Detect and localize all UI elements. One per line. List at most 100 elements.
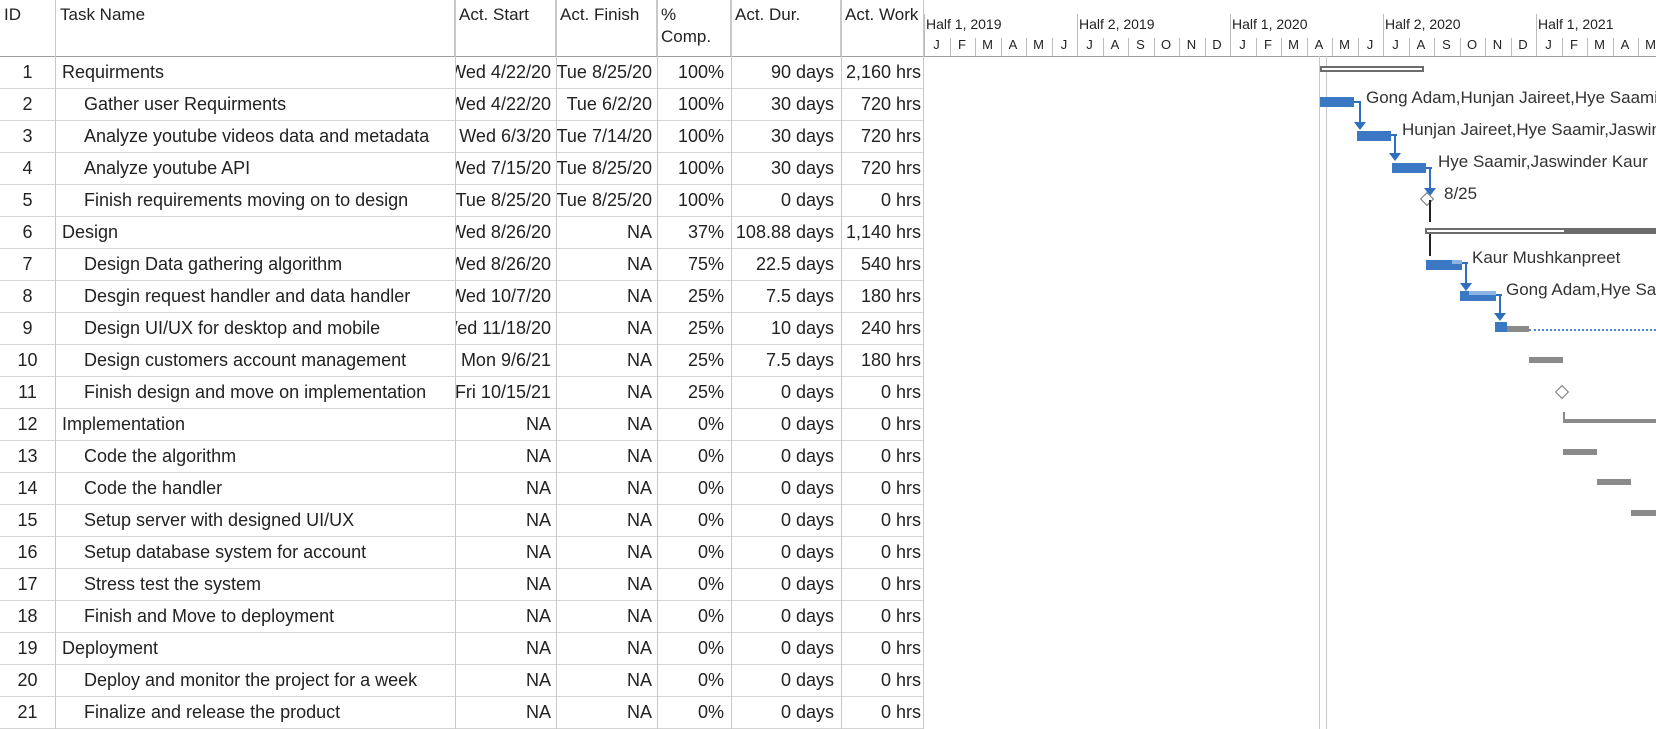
act-finish-cell[interactable]: Tue 6/2/20 <box>556 89 656 121</box>
table-row[interactable]: 8 Desgin request handler and data handler… <box>0 281 923 313</box>
pct-complete-cell[interactable]: 25% <box>687 350 724 370</box>
act-duration-cell[interactable]: 0 days <box>780 574 834 594</box>
act-start-cell[interactable]: Wed 4/22/20 <box>455 89 555 121</box>
act-duration-cell[interactable]: 0 days <box>780 542 834 562</box>
act-finish-cell[interactable]: Tue 8/25/20 <box>556 153 656 185</box>
act-finish-cell[interactable]: NA <box>556 697 656 729</box>
table-row[interactable]: 6 Design Wed 8/26/20 NA 37% 108.88 days 1,140 … <box>0 217 923 249</box>
act-finish-cell[interactable]: NA <box>556 249 656 281</box>
act-finish-cell[interactable]: NA <box>556 633 656 665</box>
act-finish-cell[interactable]: NA <box>556 473 656 505</box>
task-id-cell[interactable]: 12 <box>17 414 38 434</box>
pct-complete-cell[interactable]: 25% <box>687 382 724 402</box>
act-start-cell[interactable]: Wed 11/18/20 <box>455 313 555 345</box>
task-id-cell[interactable]: 6 <box>22 222 33 242</box>
task-id-cell[interactable]: 4 <box>22 158 33 178</box>
table-row[interactable]: 17 Stress test the system NA NA 0% 0 days 0 hr… <box>0 569 923 601</box>
act-duration-cell[interactable]: 22.5 days <box>755 254 834 274</box>
act-duration-cell[interactable]: 0 days <box>780 702 834 722</box>
pct-complete-cell[interactable]: 0% <box>697 574 724 594</box>
task-name-cell[interactable]: Finish and Move to deployment <box>84 606 335 626</box>
act-work-cell[interactable]: 0 hrs <box>841 473 923 505</box>
pct-complete-cell[interactable]: 75% <box>687 254 724 274</box>
task-id-cell[interactable]: 8 <box>22 286 33 306</box>
act-duration-cell[interactable]: 108.88 days <box>735 222 834 242</box>
task-bar-3[interactable] <box>1357 131 1391 141</box>
task-id-cell[interactable]: 15 <box>17 510 38 530</box>
act-start-cell[interactable]: Tue 8/25/20 <box>455 185 555 217</box>
pct-complete-cell[interactable]: 0% <box>697 510 724 530</box>
act-start-cell[interactable]: NA <box>455 505 555 537</box>
act-duration-cell[interactable]: 7.5 days <box>765 350 834 370</box>
act-finish-cell[interactable]: NA <box>556 505 656 537</box>
act-duration-cell[interactable]: 0 days <box>780 414 834 434</box>
act-work-cell[interactable]: 0 hrs <box>841 377 923 409</box>
task-name-cell[interactable]: Analyze youtube videos data and metadata <box>84 126 430 146</box>
act-start-cell[interactable]: Fri 10/15/21 <box>455 377 555 409</box>
act-start-cell[interactable]: NA <box>455 601 555 633</box>
task-name-cell[interactable]: Implementation <box>62 414 186 434</box>
act-duration-cell[interactable]: 0 days <box>780 606 834 626</box>
pct-complete-cell[interactable]: 0% <box>697 702 724 722</box>
act-work-cell[interactable]: 0 hrs <box>841 409 923 441</box>
table-row[interactable]: 12 Implementation NA NA 0% 0 days 0 hrs <box>0 409 923 441</box>
act-start-cell[interactable]: NA <box>455 409 555 441</box>
act-work-cell[interactable]: 540 hrs <box>841 249 923 281</box>
task-id-cell[interactable]: 3 <box>22 126 33 146</box>
act-start-cell[interactable]: NA <box>455 633 555 665</box>
task-bar-8[interactable] <box>1460 291 1496 301</box>
act-finish-cell[interactable]: NA <box>556 601 656 633</box>
task-id-cell[interactable]: 21 <box>17 702 38 722</box>
gantt-chart[interactable]: Half 1, 2019 Half 2, 2019 Half 1, 2020 Half… <box>924 0 1656 729</box>
act-work-cell[interactable]: 0 hrs <box>841 185 923 217</box>
pct-complete-cell[interactable]: 25% <box>687 286 724 306</box>
table-row[interactable]: 19 Deployment NA NA 0% 0 days 0 hrs <box>0 633 923 665</box>
act-work-cell[interactable]: 0 hrs <box>841 697 923 729</box>
act-work-cell[interactable]: 0 hrs <box>841 601 923 633</box>
act-finish-cell[interactable]: NA <box>556 377 656 409</box>
task-name-cell[interactable]: Gather user Requirments <box>84 94 287 114</box>
act-finish-cell[interactable]: NA <box>556 345 656 377</box>
pct-complete-cell[interactable]: 100% <box>677 158 724 178</box>
act-work-cell[interactable]: 720 hrs <box>841 89 923 121</box>
act-work-cell[interactable]: 180 hrs <box>841 281 923 313</box>
task-name-cell[interactable]: Deploy and monitor the project for a wee… <box>84 670 418 690</box>
task-name-cell[interactable]: Code the algorithm <box>84 446 237 466</box>
table-row[interactable]: 11 Finish design and move on implementati… <box>0 377 923 409</box>
act-finish-cell[interactable]: NA <box>556 537 656 569</box>
act-duration-cell[interactable]: 0 days <box>780 478 834 498</box>
pct-complete-cell[interactable]: 100% <box>677 94 724 114</box>
act-start-cell[interactable]: NA <box>455 537 555 569</box>
col-header-act-finish[interactable]: Act. Finish <box>556 0 657 56</box>
task-name-cell[interactable]: Finish requirements moving on to design <box>84 190 409 210</box>
act-duration-cell[interactable]: 0 days <box>780 190 834 210</box>
act-work-cell[interactable]: 0 hrs <box>841 537 923 569</box>
act-work-cell[interactable]: 180 hrs <box>841 345 923 377</box>
task-name-cell[interactable]: Design <box>62 222 119 242</box>
table-row[interactable]: 3 Analyze youtube videos data and metadat… <box>0 121 923 153</box>
task-id-cell[interactable]: 17 <box>17 574 38 594</box>
act-start-cell[interactable]: NA <box>455 569 555 601</box>
table-row[interactable]: 20 Deploy and monitor the project for a w… <box>0 665 923 697</box>
task-name-cell[interactable]: Setup server with designed UI/UX <box>84 510 355 530</box>
task-bar-10[interactable] <box>1529 357 1563 363</box>
col-header-act-work[interactable]: Act. Work <box>841 0 924 56</box>
pct-complete-cell[interactable]: 100% <box>677 126 724 146</box>
table-row[interactable]: 15 Setup server with designed UI/UX NA NA 0%… <box>0 505 923 537</box>
act-duration-cell[interactable]: 30 days <box>770 126 834 146</box>
pct-complete-cell[interactable]: 100% <box>677 62 724 82</box>
table-row[interactable]: 1 Requirments Wed 4/22/20 Tue 8/25/20 100% 90… <box>0 57 923 89</box>
pct-complete-cell[interactable]: 0% <box>697 414 724 434</box>
act-finish-cell[interactable]: NA <box>556 217 656 249</box>
act-start-cell[interactable]: Mon 9/6/21 <box>455 345 555 377</box>
task-id-cell[interactable]: 1 <box>22 62 33 82</box>
task-name-cell[interactable]: Code the handler <box>84 478 223 498</box>
act-start-cell[interactable]: Wed 8/26/20 <box>455 217 555 249</box>
table-row[interactable]: 5 Finish requirements moving on to design… <box>0 185 923 217</box>
act-finish-cell[interactable]: NA <box>556 569 656 601</box>
act-duration-cell[interactable]: 0 days <box>780 382 834 402</box>
act-work-cell[interactable]: 0 hrs <box>841 505 923 537</box>
act-start-cell[interactable]: NA <box>455 473 555 505</box>
table-row[interactable]: 21 Finalize and release the product NA NA 0%… <box>0 697 923 729</box>
act-work-cell[interactable]: 0 hrs <box>841 569 923 601</box>
